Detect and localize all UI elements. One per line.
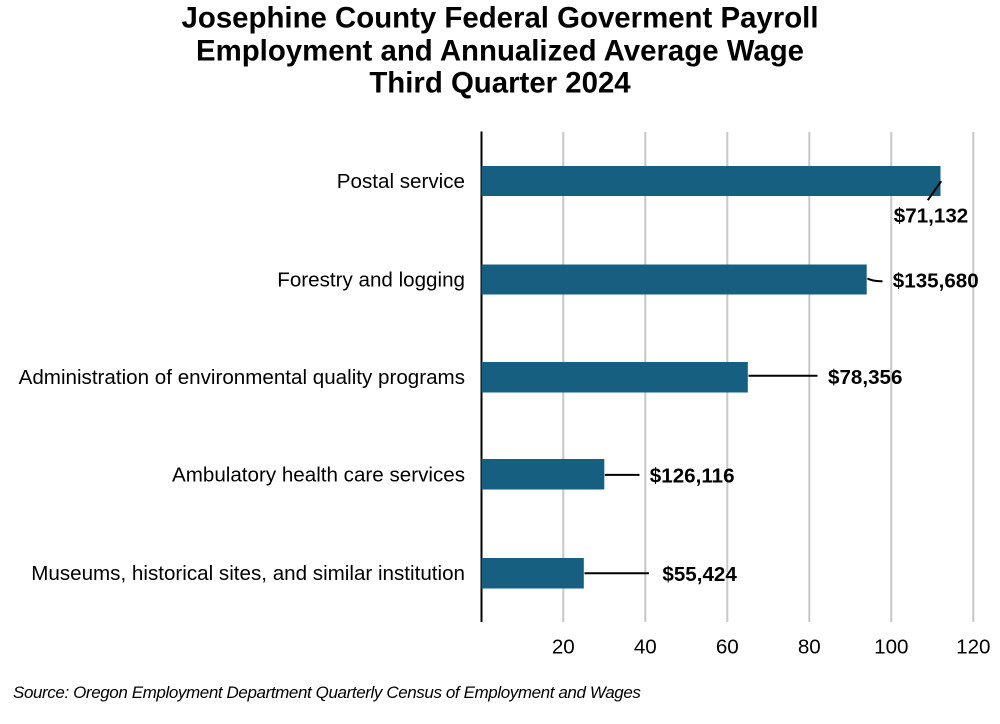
svg-text:Forestry and logging: Forestry and logging xyxy=(277,269,465,292)
svg-text:Employment and Annualized Aver: Employment and Annualized Average Wage xyxy=(196,35,804,68)
svg-text:Administration of environmenta: Administration of environmental quality … xyxy=(19,366,465,389)
svg-text:120: 120 xyxy=(956,636,990,659)
svg-text:Josephine County Federal Gover: Josephine County Federal Goverment Payro… xyxy=(182,2,819,35)
svg-text:Museums, historical sites, and: Museums, historical sites, and similar i… xyxy=(31,562,465,585)
svg-text:100: 100 xyxy=(874,636,908,659)
svg-text:$71,132: $71,132 xyxy=(894,204,968,227)
svg-text:Postal service: Postal service xyxy=(337,170,465,193)
svg-text:$55,424: $55,424 xyxy=(662,563,737,586)
svg-text:20: 20 xyxy=(552,636,575,659)
svg-text:$126,116: $126,116 xyxy=(650,465,735,488)
svg-text:$78,356: $78,356 xyxy=(828,366,902,389)
svg-text:40: 40 xyxy=(634,636,657,659)
svg-text:Ambulatory health care service: Ambulatory health care services xyxy=(172,464,465,487)
svg-text:Third Quarter 2024: Third Quarter 2024 xyxy=(369,67,631,100)
svg-text:Source: Oregon Employment Depa: Source: Oregon Employment Department Qua… xyxy=(13,683,641,702)
svg-text:$135,680: $135,680 xyxy=(893,270,979,293)
svg-text:80: 80 xyxy=(798,636,821,659)
svg-text:60: 60 xyxy=(716,636,739,659)
